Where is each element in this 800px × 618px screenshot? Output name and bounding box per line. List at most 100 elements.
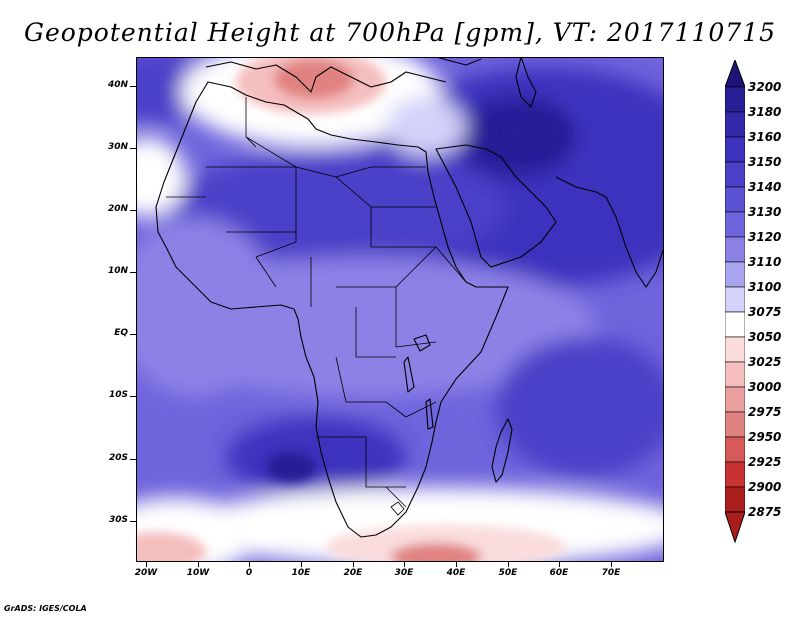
southern-africa-core <box>266 452 316 482</box>
colorbar-box <box>725 386 745 413</box>
lat-label-20s: 20S <box>108 453 128 463</box>
colorbar-label-3150: 3150 <box>748 155 782 169</box>
sw-trough-core <box>136 532 206 562</box>
colorbar-box <box>725 136 745 163</box>
colorbar-box <box>725 211 745 238</box>
lon-label-50e: 50E <box>498 568 518 578</box>
colorbar-label-3180: 3180 <box>748 105 782 119</box>
atlantic-light-region <box>136 217 276 397</box>
colorbar-bottom-arrow <box>725 511 745 544</box>
lon-tick <box>249 562 250 567</box>
colorbar-label-3120: 3120 <box>748 230 782 244</box>
lat-label-eq: EQ <box>114 328 128 338</box>
colorbar-box <box>725 186 745 213</box>
black-sea-coastline <box>435 57 482 66</box>
colorbar-label-2875: 2875 <box>748 505 782 519</box>
lat-label-30n: 30N <box>107 142 128 152</box>
colorbar-label-3075: 3075 <box>748 305 782 319</box>
lon-tick <box>353 562 354 567</box>
europe-coastline <box>205 61 447 93</box>
africa-coastline <box>155 81 509 538</box>
colorbar-label-3200: 3200 <box>748 80 782 94</box>
colorbar-label-3140: 3140 <box>748 180 782 194</box>
lon-label-10e: 10E <box>291 568 311 578</box>
lon-tick <box>146 562 147 567</box>
colorbar-box <box>725 236 745 263</box>
colorbar-label-3110: 3110 <box>748 255 782 269</box>
height-field <box>136 57 664 562</box>
colorbar-box <box>725 86 745 113</box>
colorbar-label-3130: 3130 <box>748 205 782 219</box>
lon-tick <box>404 562 405 567</box>
lon-tick <box>301 562 302 567</box>
colorbar-label-2925: 2925 <box>748 455 782 469</box>
colorbar-label-3100: 3100 <box>748 280 782 294</box>
border-lines <box>166 97 467 508</box>
contour-fill-inner <box>136 57 566 562</box>
colorbar-box <box>725 336 745 363</box>
colorbar-box <box>725 461 745 488</box>
lat-tick <box>130 459 136 460</box>
lon-tick <box>611 562 612 567</box>
colorbar-box <box>725 411 745 438</box>
colorbar-label-3050: 3050 <box>748 330 782 344</box>
lon-tick <box>456 562 457 567</box>
lon-label-30e: 30E <box>394 568 414 578</box>
colorbar-label-3160: 3160 <box>748 130 782 144</box>
small-trough-cell <box>248 513 284 541</box>
lat-tick <box>130 521 136 522</box>
colorbar-label-2975: 2975 <box>748 405 782 419</box>
colorbar-boxes <box>725 86 745 513</box>
footer-credit: GrADS: IGES/COLA <box>4 604 87 613</box>
lat-label-40n: 40N <box>107 80 128 90</box>
indian-ocean-region <box>496 337 664 477</box>
colorbar-box <box>725 436 745 463</box>
lat-tick <box>130 148 136 149</box>
colorbar-box <box>725 161 745 188</box>
colorbar-top-arrow <box>725 60 745 88</box>
colorbar-box <box>725 286 745 313</box>
map-title: Geopotential Height at 700hPa [gpm], VT:… <box>23 18 777 47</box>
lon-label-40e: 40E <box>446 568 466 578</box>
lon-label-20w: 20W <box>134 568 158 578</box>
lat-tick <box>130 210 136 211</box>
southern-trough-core <box>391 543 481 562</box>
lon-tick <box>198 562 199 567</box>
lat-tick <box>130 272 136 273</box>
lat-label-10s: 10S <box>108 390 128 400</box>
lat-label-10n: 10N <box>107 266 128 276</box>
lake-victoria <box>413 334 431 352</box>
lat-tick <box>130 334 136 335</box>
lesotho-border <box>390 501 405 516</box>
colorbar-label-2900: 2900 <box>748 480 782 494</box>
lon-label-60e: 60E <box>549 568 569 578</box>
asia-coastline <box>555 176 607 198</box>
lat-tick <box>130 396 136 397</box>
colorbar-label-3025: 3025 <box>748 355 782 369</box>
arabia-coastline <box>435 144 557 268</box>
lon-tick <box>508 562 509 567</box>
levant-light-region <box>386 97 466 157</box>
colorbar-box <box>725 486 745 513</box>
lon-label-0: 0 <box>245 568 253 578</box>
coastlines <box>155 57 664 538</box>
lat-tick <box>130 86 136 87</box>
colorbar-box <box>725 261 745 288</box>
india-coastline <box>605 196 664 288</box>
colorbar <box>725 60 745 544</box>
lat-label-20n: 20N <box>107 204 128 214</box>
colorbar-box <box>725 361 745 388</box>
colorbar-box <box>725 311 745 338</box>
lon-label-20e: 20E <box>343 568 363 578</box>
lake-tanganyika <box>403 356 415 393</box>
madagascar-coastline <box>491 418 513 483</box>
persia-core <box>506 112 566 152</box>
colorbar-label-3000: 3000 <box>748 380 782 394</box>
country-borders <box>166 97 467 516</box>
colorbar-box <box>725 111 745 138</box>
lat-label-30s: 30S <box>108 515 128 525</box>
caspian-coastline <box>515 57 537 108</box>
lake-malawi <box>425 398 434 430</box>
lon-label-70e: 70E <box>601 568 621 578</box>
sahara-region <box>166 152 506 262</box>
